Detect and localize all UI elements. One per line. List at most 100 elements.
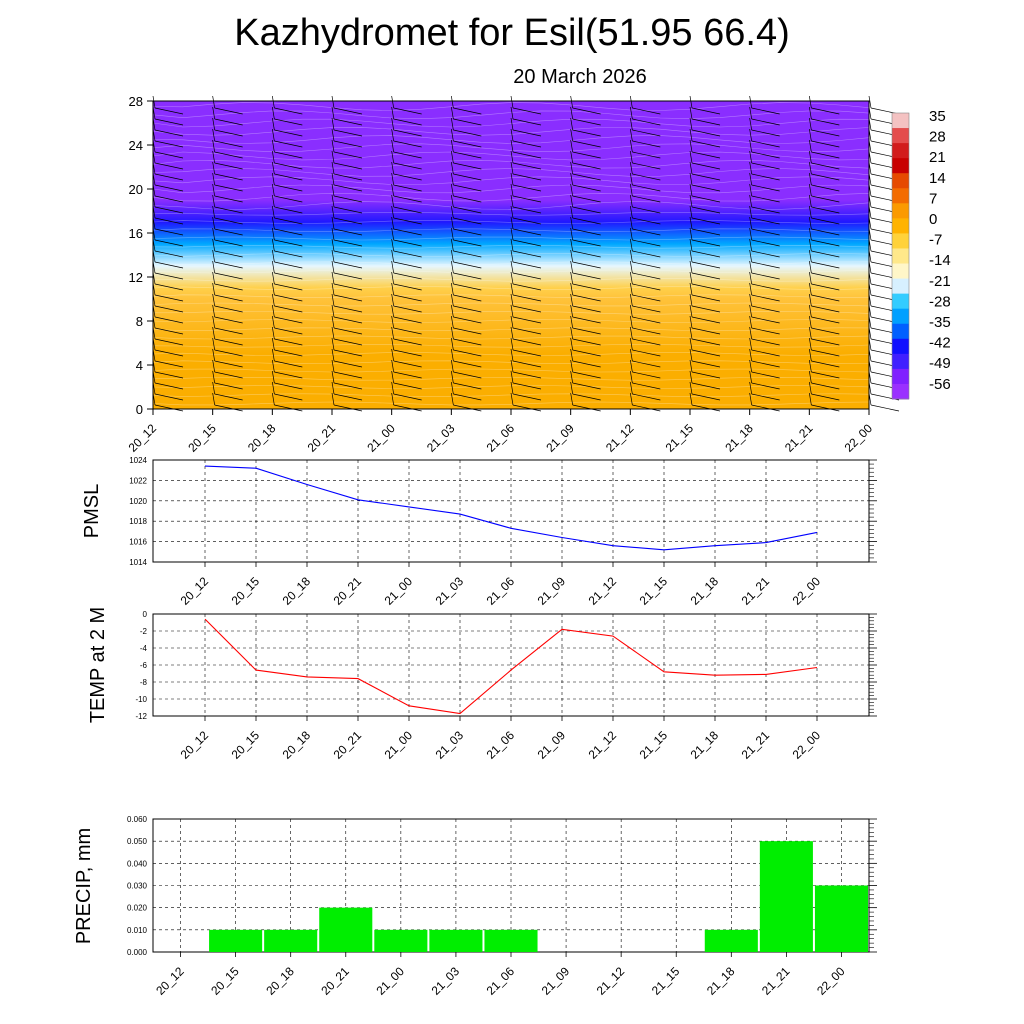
wind-barb	[393, 206, 422, 214]
wind-barb	[333, 294, 363, 302]
wind-barb-flag	[450, 172, 454, 186]
precip-bar	[814, 885, 868, 952]
wind-barb-flag	[629, 161, 633, 175]
wind-barb-flag	[510, 293, 514, 307]
wind-barb	[214, 404, 243, 412]
wind-barb-flag	[212, 95, 216, 109]
x-tick-label: 20_18	[280, 728, 314, 762]
wind-barb	[512, 294, 542, 302]
wind-barb-flag	[749, 260, 753, 274]
wind-barb	[691, 393, 721, 401]
wind-barb	[632, 151, 661, 159]
wind-barb-flag	[271, 205, 275, 219]
wind-barb-flag	[271, 304, 275, 318]
wind-barb	[632, 195, 661, 203]
x-tick-label: 21_21	[739, 574, 773, 608]
wind-barb-flag	[510, 370, 514, 384]
wind-barb-flag	[808, 260, 812, 274]
wind-barb	[691, 360, 721, 368]
wind-barb	[751, 349, 780, 357]
wind-barb	[751, 151, 780, 159]
x-tick-label: 21_00	[382, 574, 416, 608]
wind-barb-flag	[808, 238, 812, 252]
wind-barb	[811, 140, 840, 148]
wind-barb	[751, 140, 780, 148]
wind-barb	[632, 162, 661, 170]
wind-barb	[214, 316, 243, 324]
wind-barb-flag	[570, 216, 574, 230]
colorbar-cell	[892, 218, 909, 234]
wind-barb	[453, 107, 482, 115]
wind-barb-flag	[629, 139, 633, 153]
contour-line	[152, 176, 870, 185]
wind-barb-flag	[331, 304, 335, 318]
wind-barb-flag	[689, 370, 693, 384]
wind-barb-flag	[629, 117, 633, 131]
wind-barb-flag	[808, 194, 812, 208]
wind-barb	[154, 393, 184, 401]
colorbar-cell	[892, 188, 909, 204]
wind-barb-flag	[271, 194, 275, 208]
wind-barb-flag	[808, 117, 812, 131]
wind-barb-flag	[629, 227, 633, 241]
wind-barb-flag	[212, 128, 216, 142]
wind-barb	[453, 261, 482, 269]
wind-barb	[632, 206, 661, 214]
wind-barb	[751, 173, 780, 181]
wind-barb	[572, 294, 601, 302]
wind-barb	[453, 316, 482, 324]
wind-barb-flag	[629, 282, 633, 296]
wind-barb-flag	[629, 348, 633, 362]
colorbar-label: 0	[929, 211, 937, 228]
wind-barb-flag	[808, 293, 812, 307]
x-tick-label: 21_15	[649, 964, 683, 998]
contour-line	[152, 343, 870, 348]
wind-barb	[333, 206, 363, 214]
x-tick-label: 22_00	[790, 574, 824, 608]
wind-barb	[214, 393, 243, 401]
wind-barb-flag	[749, 282, 753, 296]
wind-barb	[811, 129, 840, 137]
colorbar-cell	[892, 353, 909, 370]
y-tick-label: -6	[140, 661, 148, 670]
wind-barb-flag	[808, 106, 812, 120]
wind-barb-flag	[689, 95, 693, 109]
wind-barb-flag	[689, 139, 693, 153]
wind-barb	[811, 404, 840, 412]
wind-barb-flag	[450, 183, 454, 197]
contour-line	[152, 201, 870, 210]
wind-barb	[632, 217, 661, 225]
wind-barb-flag	[212, 106, 216, 120]
wind-barb-flag	[510, 271, 514, 285]
precip-bar	[209, 929, 263, 952]
y-tick-label: 4	[136, 358, 143, 373]
colorbar-cell	[892, 113, 909, 129]
wind-barb-flag	[510, 381, 514, 395]
wind-barb-flag	[749, 172, 753, 186]
wind-barb-flag	[808, 392, 812, 406]
wind-barb	[512, 338, 542, 346]
colorbar-frame	[891, 112, 910, 400]
wind-barb	[691, 129, 721, 137]
wind-barb	[274, 404, 303, 412]
wind-barb	[811, 250, 840, 258]
wind-barb-flag	[391, 106, 395, 120]
wind-barb-flag	[212, 227, 216, 241]
wind-barb	[811, 360, 840, 368]
wind-barb	[154, 404, 184, 412]
wind-barb-flag	[450, 139, 454, 153]
wind-barb	[512, 261, 542, 269]
wind-barb-flag	[271, 238, 275, 252]
wind-barb	[632, 283, 661, 291]
wind-barb	[274, 140, 303, 148]
wind-barb	[333, 184, 363, 192]
wind-barb-flag	[331, 271, 335, 285]
wind-barb	[811, 338, 840, 346]
wind-barb	[214, 360, 243, 368]
wind-barb	[393, 250, 422, 258]
wind-barb-flag	[152, 95, 156, 109]
wind-barb	[154, 217, 184, 225]
x-tick-label: 21_03	[433, 574, 467, 608]
wind-barb-flag	[510, 106, 514, 120]
wind-barb-flag	[868, 95, 872, 109]
